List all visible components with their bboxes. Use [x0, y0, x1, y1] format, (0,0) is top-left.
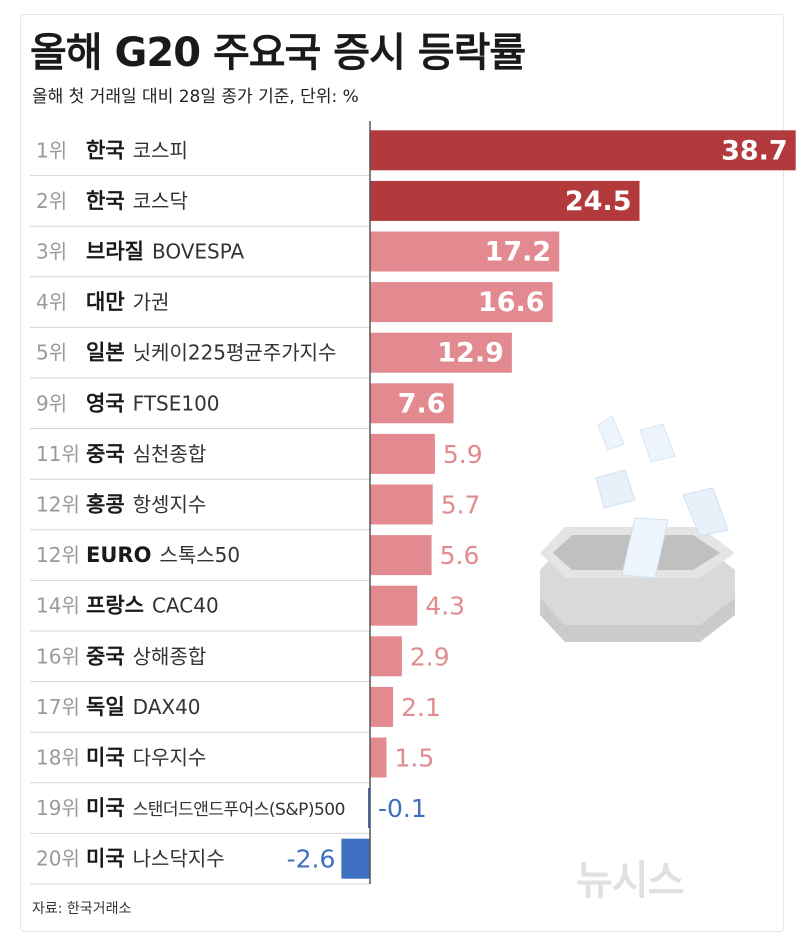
value-label: 16.6	[478, 287, 545, 318]
rank-label: 16위	[36, 644, 80, 668]
chart-subtitle: 올해 첫 거래일 대비 28일 종가 기준, 단위: %	[32, 87, 359, 107]
bar	[370, 433, 435, 474]
index-label: 상해종합	[133, 644, 207, 668]
rank-label: 4위	[36, 290, 67, 314]
value-label: 24.5	[565, 186, 632, 217]
rank-label: 2위	[36, 189, 67, 213]
rank-label: 12위	[36, 543, 80, 567]
row-label: 중국 심천종합	[86, 442, 206, 466]
bar	[370, 180, 640, 221]
rank-label: 5위	[36, 341, 67, 365]
value-label: 7.6	[398, 388, 446, 419]
bar	[370, 282, 553, 323]
rank-label: 18위	[36, 746, 80, 770]
bar	[370, 484, 433, 525]
index-label: 나스닥지수	[133, 847, 225, 871]
value-label: 38.7	[721, 135, 788, 166]
index-label: 항셍지수	[133, 493, 207, 517]
row-label: 한국 코스피	[86, 138, 188, 162]
source-note: 자료: 한국거래소	[32, 901, 132, 917]
bar	[370, 332, 512, 373]
paper-box-illustration	[540, 415, 735, 642]
rank-label: 17위	[36, 695, 80, 719]
bar	[370, 231, 560, 272]
index-label: 닛케이225평균주가지수	[133, 341, 337, 365]
index-label: DAX40	[133, 695, 201, 719]
row-label: EURO 스톡스50	[86, 543, 240, 567]
index-label: 코스닥	[133, 189, 188, 213]
bar	[370, 535, 432, 576]
row-label: 미국 다우지수	[86, 746, 206, 770]
row-label: 영국 FTSE100	[86, 391, 220, 415]
bar	[370, 383, 454, 424]
row-label: 일본 닛케이225평균주가지수	[86, 341, 336, 365]
value-label: 4.3	[425, 592, 465, 621]
bar	[370, 636, 402, 677]
country-label: 한국	[86, 138, 125, 162]
index-label: 다우지수	[133, 746, 207, 770]
value-label: 2.9	[410, 642, 450, 671]
row-label: 중국 상해종합	[86, 644, 206, 668]
index-label: FTSE100	[133, 391, 220, 415]
rank-label: 12위	[36, 493, 80, 517]
country-label: 독일	[86, 695, 125, 719]
row-label: 대만 가권	[86, 290, 169, 314]
index-label: 스탠더드앤드푸어스(S&P)500	[133, 800, 345, 820]
rank-label: 19위	[36, 796, 80, 820]
index-label: BOVESPA	[152, 240, 245, 264]
bar	[370, 585, 418, 626]
row-label: 미국 스탠더드앤드푸어스(S&P)500	[86, 796, 345, 820]
country-label: 중국	[86, 644, 125, 668]
bar	[368, 788, 370, 829]
bar	[370, 737, 387, 778]
value-label: 5.7	[441, 491, 481, 520]
newsis-logo: 뉴시스	[576, 858, 684, 904]
country-label: 미국	[86, 796, 125, 820]
rank-label: 3위	[36, 240, 67, 264]
value-label: 1.5	[395, 744, 435, 773]
country-label: 프랑스	[86, 594, 144, 618]
country-label: EURO	[86, 543, 151, 567]
row-label: 홍콩 항셍지수	[86, 493, 206, 517]
row-label: 프랑스 CAC40	[86, 594, 219, 618]
country-label: 미국	[86, 847, 125, 871]
row-label: 한국 코스닥	[86, 189, 188, 213]
country-label: 일본	[86, 341, 125, 365]
value-label: -2.6	[287, 845, 336, 874]
value-label: 2.1	[401, 693, 441, 722]
rank-label: 1위	[36, 138, 67, 162]
country-label: 브라질	[86, 240, 144, 264]
row-label: 독일 DAX40	[86, 695, 201, 719]
row-label: 미국 나스닥지수	[86, 847, 225, 871]
country-label: 홍콩	[86, 493, 125, 517]
value-label: 5.9	[443, 440, 483, 469]
value-label: 5.6	[440, 541, 480, 570]
rank-label: 11위	[36, 442, 80, 466]
index-label: 심천종합	[133, 442, 207, 466]
value-label: 17.2	[485, 237, 552, 268]
bar	[341, 838, 370, 879]
index-label: 가권	[133, 290, 170, 314]
rank-label: 9위	[36, 391, 67, 415]
rank-label: 14위	[36, 594, 80, 618]
country-label: 대만	[86, 290, 125, 314]
index-label: 코스피	[133, 138, 188, 162]
value-label: -0.1	[378, 794, 427, 823]
row-label: 브라질 BOVESPA	[86, 240, 245, 264]
index-label: 스톡스50	[159, 543, 240, 567]
country-label: 미국	[86, 746, 125, 770]
country-label: 한국	[86, 189, 125, 213]
bar	[370, 686, 394, 727]
index-label: CAC40	[152, 594, 219, 618]
country-label: 중국	[86, 442, 125, 466]
country-label: 영국	[86, 391, 125, 415]
value-label: 12.9	[437, 338, 504, 369]
bar	[370, 130, 796, 171]
chart-title: 올해 G20 주요국 증시 등락률	[30, 30, 526, 76]
rank-label: 20위	[36, 847, 80, 871]
